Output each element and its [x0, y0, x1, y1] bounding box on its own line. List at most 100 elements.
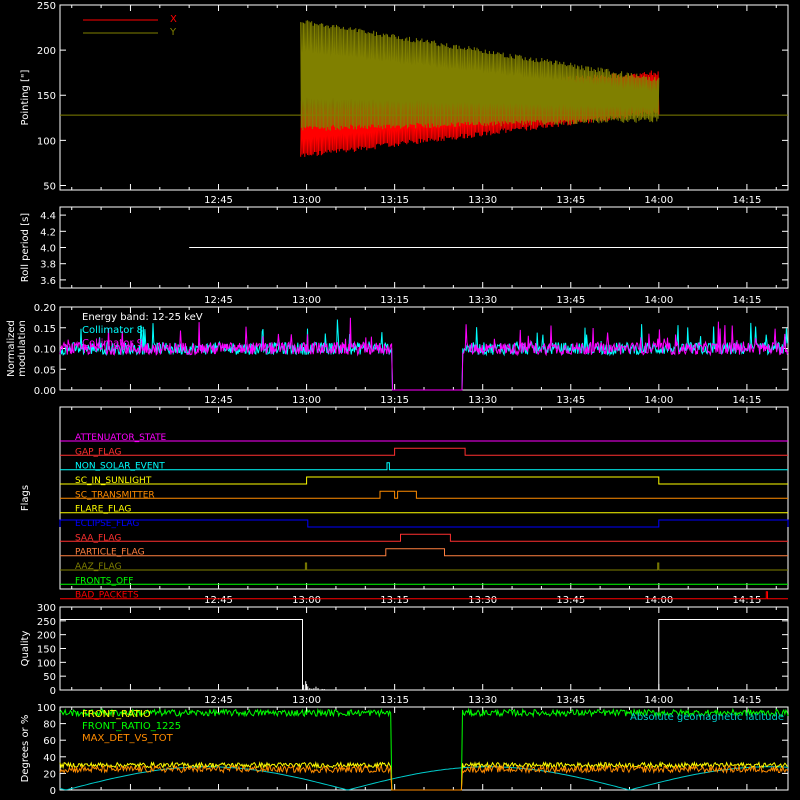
pointing-y-series: [300, 20, 660, 131]
pointing-y-tick-label: 50: [43, 181, 56, 192]
flag-label-fronts-off: FRONTS_OFF: [75, 576, 133, 586]
flag-label-sc-transmitter: SC_TRANSMITTER: [75, 490, 155, 500]
pointing-y-label: Pointing ["]: [20, 69, 31, 125]
pointing-y-tick-label: 250: [37, 1, 56, 12]
pointing-x-tick-label: 14:00: [644, 195, 673, 206]
roll-period-y-tick-label: 4.2: [40, 227, 56, 238]
flag-line-non-solar-event: [60, 462, 788, 471]
ratios-front-ratio-series: [59, 760, 789, 791]
flag-line-saa-flag: [60, 533, 788, 542]
modulation-x-tick-label: 13:00: [292, 395, 321, 406]
modulation-annotations: Energy band: 12-25 keV Collimator 8 Collim…: [82, 312, 203, 349]
modulation-collimator-8-series: [59, 319, 789, 391]
flags-y-label: Flags: [20, 485, 31, 511]
modulation-y-tick-label: 0.20: [34, 303, 56, 314]
quality-x-tick-label: 13:30: [468, 695, 497, 706]
ratios-legend-max-det: MAX_DET_VS_TOT: [82, 733, 174, 744]
modulation-collimator-9-label: Collimator 9: [82, 338, 143, 349]
flag-line-sc-in-sunlight: [60, 476, 788, 485]
flag-line-aaz-flag: [60, 562, 788, 571]
ratios-y-tick-label: 0: [50, 786, 56, 797]
pointing-y-tick-label: 200: [37, 46, 56, 57]
pointing-x-tick-label: 14:15: [732, 195, 761, 206]
quality-x-tick-label: 14:15: [732, 695, 761, 706]
ratios-legend-front-ratio: FRONT_RATIO: [82, 709, 151, 720]
pointing-x-tick-label: 12:45: [204, 195, 233, 206]
flag-label-sc-in-sunlight: SC_IN_SUNLIGHT: [75, 476, 152, 486]
quality-y-tick-label: 100: [37, 658, 56, 669]
flag-line-particle-flag: [60, 548, 788, 557]
roll-period-x-tick-label: 14:00: [644, 295, 673, 306]
modulation-y-tick-label: 0.05: [34, 365, 56, 376]
modulation-x-tick-label: 13:15: [380, 395, 409, 406]
quality-y-tick-label: 250: [37, 617, 56, 628]
roll-period-y-tick-label: 4.4: [40, 211, 56, 222]
quality-x-tick-label: 12:45: [204, 695, 233, 706]
roll-period-x-tick-label: 13:00: [292, 295, 321, 306]
quality-x-tick-label: 13:45: [556, 695, 585, 706]
flags-axes: 12:45 13:00 13:15 13:30 13:45 14:00 14:15: [59, 406, 789, 606]
pointing-y-tick-label: 150: [37, 91, 56, 102]
flag-line-bad-packets: [60, 591, 788, 600]
flag-label-particle-flag: PARTICLE_FLAG: [75, 548, 145, 558]
pointing-x-tick-label: 13:30: [468, 195, 497, 206]
pointing-x-tick-label: 13:15: [380, 195, 409, 206]
quality-y-tick-label: 0: [50, 686, 56, 697]
flags-x-tick-label: 13:30: [468, 595, 497, 606]
quality-y-tick-label: 300: [37, 603, 56, 614]
roll-period-y-tick-label: 4.0: [40, 244, 56, 255]
ratios-y-tick-label: 100: [37, 703, 56, 714]
roll-period-x-tick-label: 13:30: [468, 295, 497, 306]
modulation-y-tick-label: 0.00: [34, 386, 56, 397]
pointing-x-tick-label: 13:45: [556, 195, 585, 206]
flag-label-flare-flag: FLARE_FLAG: [75, 505, 131, 515]
quality-y-tick-label: 50: [43, 672, 56, 683]
ratios-y-tick-label: 60: [43, 736, 56, 747]
modulation-energy-band: Energy band: 12-25 keV: [82, 312, 203, 323]
flag-label-saa-flag: SAA_FLAG: [75, 533, 121, 543]
ratios-y-tick-label: 80: [43, 720, 56, 731]
flag-label-non-solar-event: NON_SOLAR_EVENT: [75, 462, 165, 472]
flags-x-tick-label: 14:00: [644, 595, 673, 606]
ratios-legend-front-ratio-1225: FRONT_RATIO_1225: [82, 721, 181, 732]
pointing-y-tick-label: 100: [37, 136, 56, 147]
flag-label-bad-packets: BAD_PACKETS: [75, 591, 139, 601]
flag-label-attenuator-state: ATTENUATOR_STATE: [75, 433, 167, 443]
flag-label-aaz-flag: AAZ_FLAG: [75, 562, 122, 572]
ratios-legend: FRONT_RATIOFRONT_RATIO_1225MAX_DET_VS_TO…: [82, 709, 784, 744]
legend-x-label: X: [170, 14, 177, 25]
modulation-y-label: Normalized: [6, 320, 17, 377]
flag-label-gap-flag: GAP_FLAG: [75, 447, 121, 457]
quality-x-tick-label: 13:15: [380, 695, 409, 706]
quality-y-label: Quality: [20, 631, 31, 667]
roll-period-y-label: Roll period [s]: [20, 213, 31, 282]
flags-x-tick-label: 14:15: [732, 595, 761, 606]
modulation-y-label: modulation: [17, 320, 28, 377]
flag-line-sc-transmitter: [60, 490, 788, 499]
ratios-y-tick-label: 20: [43, 769, 56, 780]
quality-y-tick-label: 200: [37, 631, 56, 642]
quality-series: [60, 619, 788, 691]
pointing-axes: 12:45 13:00 13:15 13:30 13:45 14:00 14:15 50 100…: [37, 1, 789, 206]
roll-period-x-tick-label: 12:45: [204, 295, 233, 306]
flags-x-tick-label: 13:45: [556, 595, 585, 606]
modulation-x-tick-label: 12:45: [204, 395, 233, 406]
modulation-y-tick-label: 0.10: [34, 345, 56, 356]
flags-x-tick-label: 13:00: [292, 595, 321, 606]
flag-line-eclipse-flag: [59, 519, 789, 528]
roll-period-y-tick-label: 3.8: [40, 260, 56, 271]
flag-line-gap-flag: [60, 447, 788, 456]
modulation-y-tick-label: 0.15: [34, 324, 56, 335]
roll-period-x-tick-label: 13:45: [556, 295, 585, 306]
roll-period-x-tick-label: 13:15: [380, 295, 409, 306]
quality-x-tick-label: 13:00: [292, 695, 321, 706]
legend-y-label: Y: [169, 27, 177, 38]
quality-axes: 12:45 13:00 13:15 13:30 13:45 14:00 14:15 0 50 10…: [37, 603, 789, 706]
flags-x-tick-label: 12:45: [204, 595, 233, 606]
modulation-collimator-8-label: Collimator 8: [82, 325, 143, 336]
roll-period-y-tick-label: 3.6: [40, 276, 56, 287]
ratios-legend-geomag: Absolute geomagnetic latitude: [630, 712, 784, 723]
quality-y-tick-label: 150: [37, 645, 56, 656]
roll-period-axes: 12:45 13:00 13:15 13:30 13:45 14:00 14:15 3.6 3.…: [40, 206, 789, 306]
